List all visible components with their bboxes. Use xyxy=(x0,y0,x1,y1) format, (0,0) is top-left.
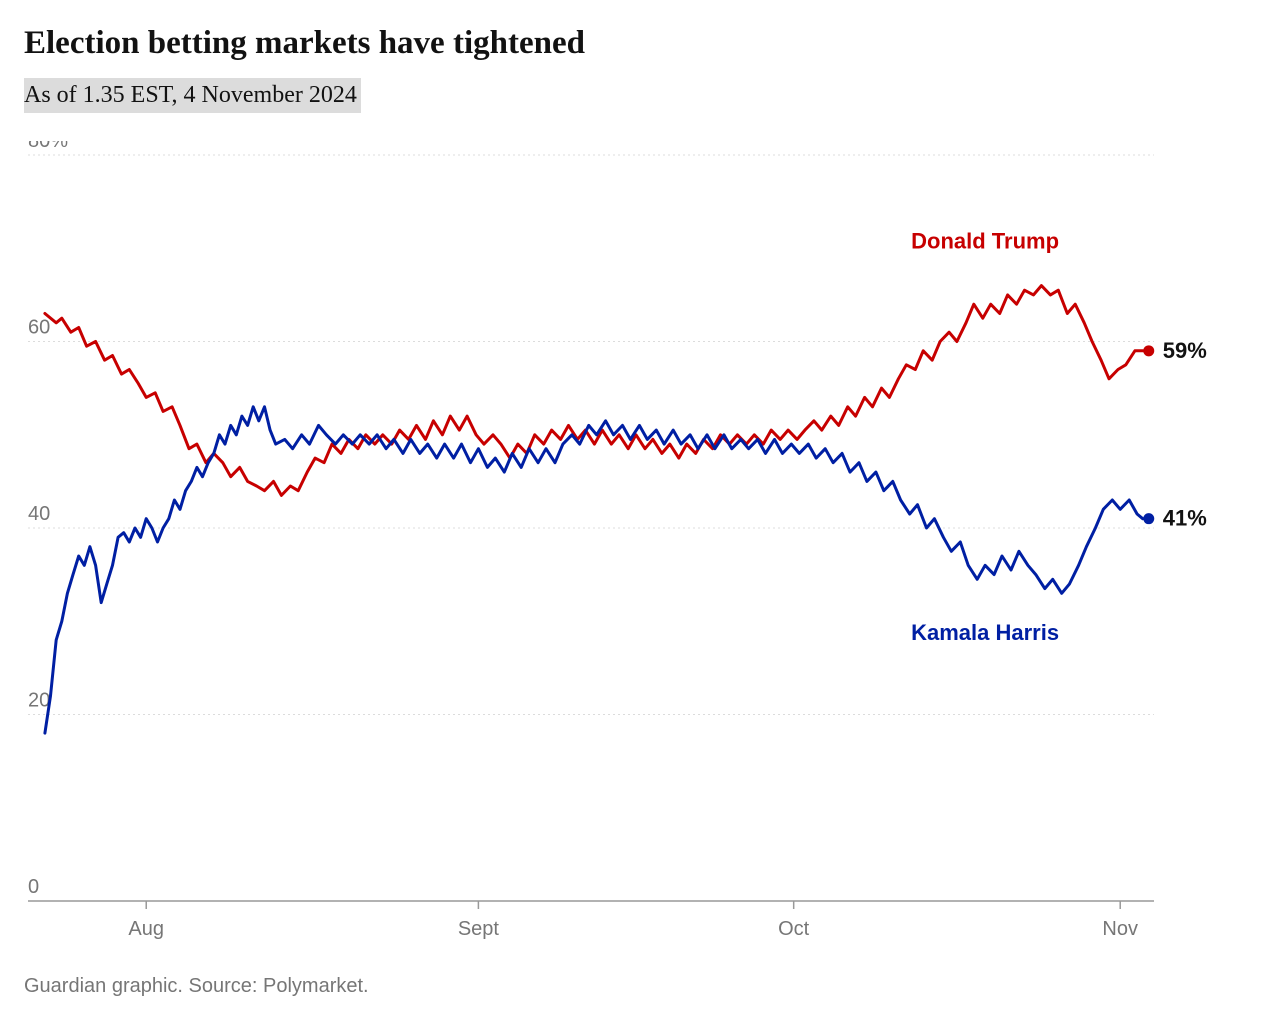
series-line xyxy=(45,407,1143,733)
series-name-label: Donald Trump xyxy=(911,228,1059,253)
series-line xyxy=(45,286,1143,496)
x-axis-label: Aug xyxy=(128,918,164,940)
x-axis-label: Oct xyxy=(778,918,810,940)
series-end-dot xyxy=(1143,513,1154,524)
line-chart: 0 20 40 60 80% Aug Sept Oct Nov 59% Donald Trump 41… xyxy=(24,141,1250,961)
y-axis-label: 80% xyxy=(28,141,68,152)
chart-title: Election betting markets have tightened xyxy=(24,24,1250,64)
chart-plot-area: 0 20 40 60 80% Aug Sept Oct Nov 59% Donald Trump 41… xyxy=(24,141,1250,961)
y-axis-label: 60 xyxy=(28,317,50,339)
series-name-label: Kamala Harris xyxy=(911,620,1059,645)
y-axis-label: 0 xyxy=(28,876,39,898)
chart-subtitle: As of 1.35 EST, 4 November 2024 xyxy=(24,78,361,114)
series-end-dot xyxy=(1143,346,1154,357)
chart-container: Election betting markets have tightened … xyxy=(0,0,1274,1018)
y-axis-label: 20 xyxy=(28,690,50,712)
x-axis-label: Sept xyxy=(458,918,500,940)
x-axis-label: Nov xyxy=(1102,918,1138,940)
series-end-value: 59% xyxy=(1163,338,1207,363)
y-axis-label: 40 xyxy=(28,503,50,525)
chart-source: Guardian graphic. Source: Polymarket. xyxy=(24,975,1250,998)
series-end-value: 41% xyxy=(1163,506,1207,531)
